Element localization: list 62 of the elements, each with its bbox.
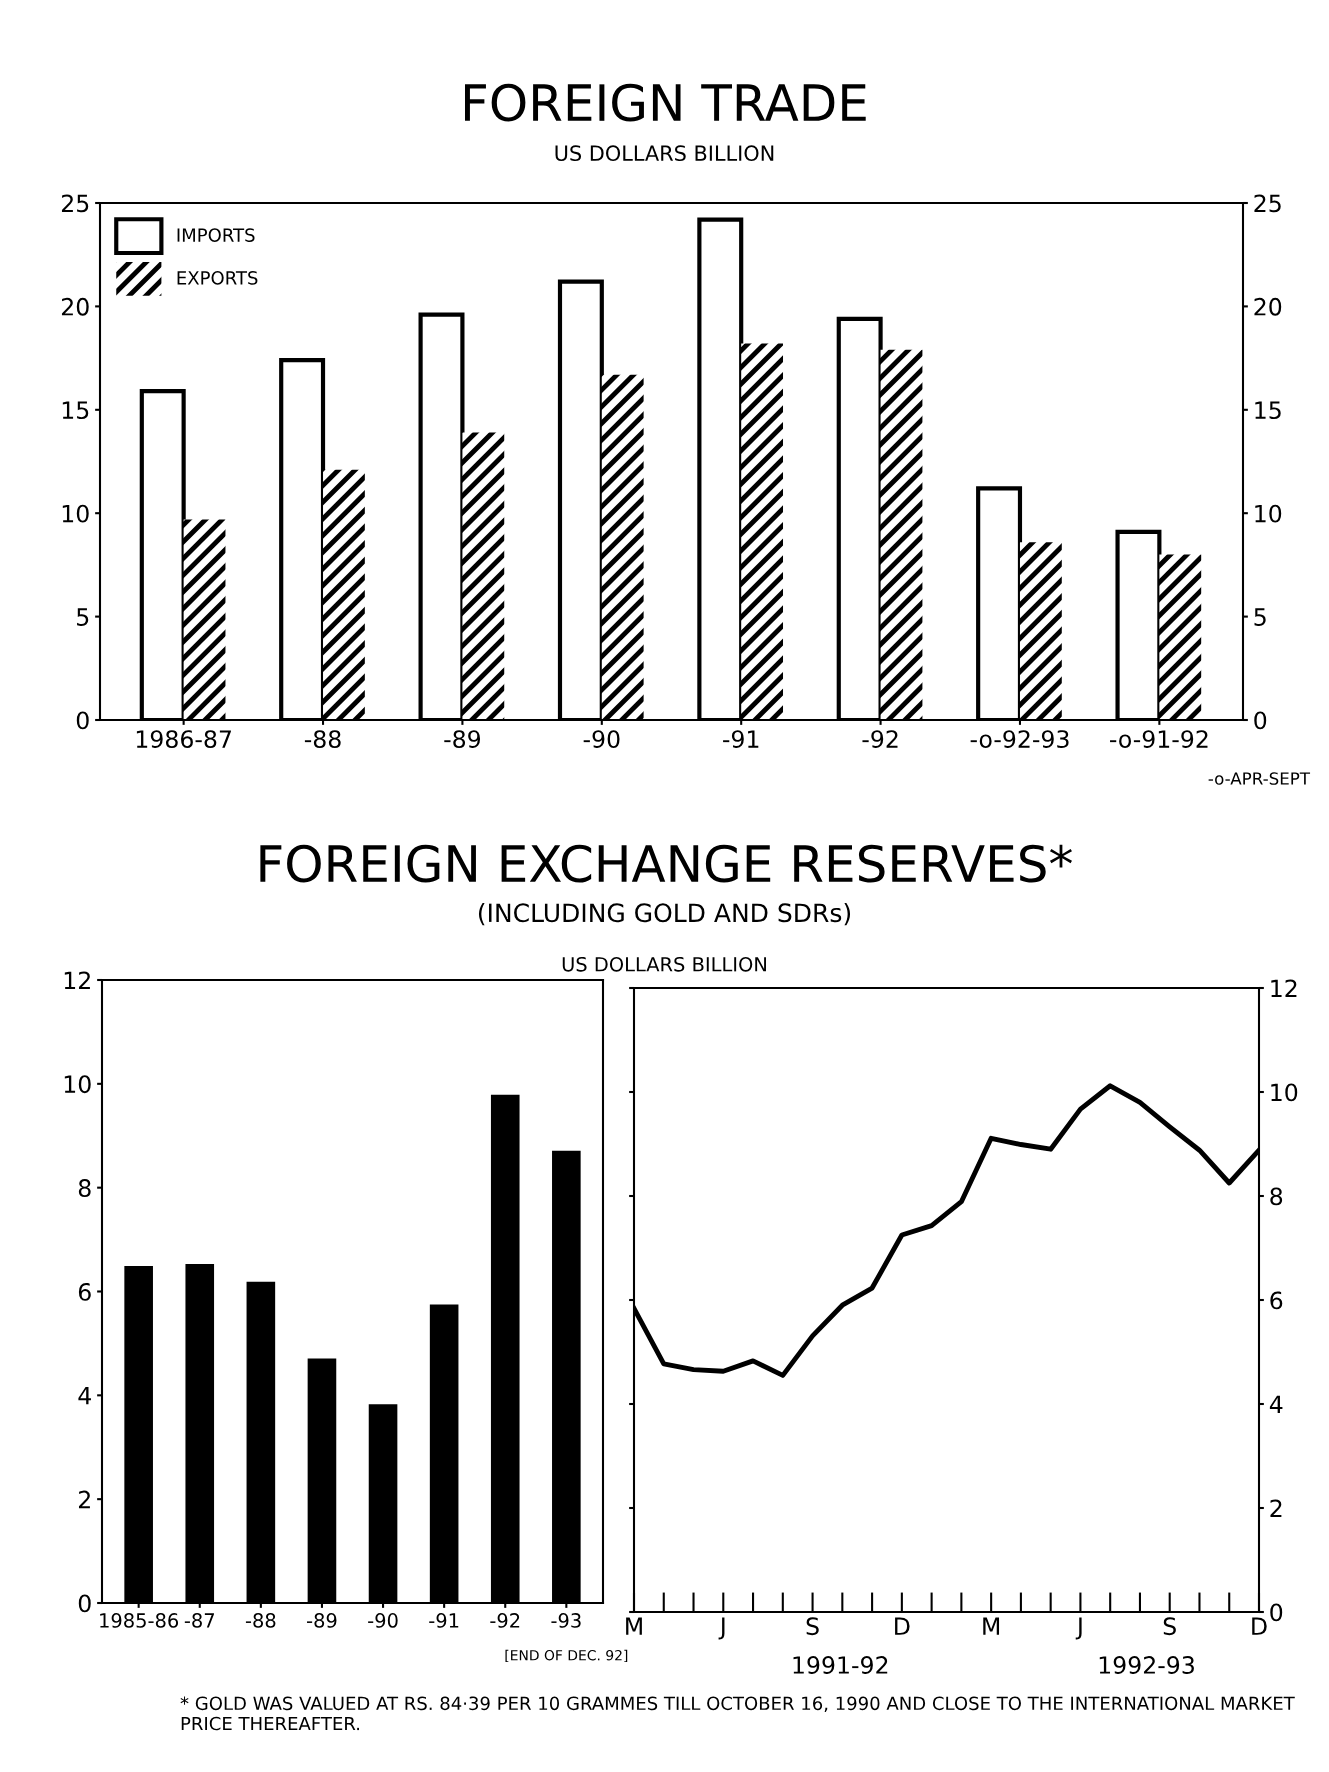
x-tick-label: -88 — [245, 1613, 276, 1628]
y2-tick-label: 0 — [1254, 711, 1267, 730]
y-tick-label: 0 — [76, 711, 89, 730]
y2-tick-label: 25 — [1254, 194, 1281, 213]
y-tick-label: 6 — [78, 1282, 91, 1301]
y-tick-label: 25 — [61, 194, 89, 213]
text: 1992-93 — [1099, 1656, 1194, 1674]
x-tick-label: M — [983, 1617, 1000, 1635]
x-tick-label: -92 — [490, 1613, 520, 1628]
y-tick-label: 0 — [78, 1594, 91, 1613]
text: * GOLD WAS VALUED AT RS. 84·39 PER 10 GRAMMES TILL OCTOBER 16, 1990 AND CLOSE TO THE INTERNATIONAL MARKET PRICE THEREAFTER. — [180, 1696, 1295, 1731]
y-tick-label: 20 — [61, 297, 89, 316]
x-tick-label: -92 — [862, 730, 898, 748]
y2-tick-label: 15 — [1255, 401, 1281, 420]
x-tick-label: -89 — [307, 1613, 337, 1628]
y-tick-label: 10 — [62, 504, 89, 523]
chart-title: FOREIGN EXCHANGE RESERVES* — [260, 844, 1072, 883]
x-tick-label: M — [626, 1617, 642, 1635]
legend-label: IMPORTS — [177, 228, 255, 242]
y2-tick-label: 6 — [1270, 1291, 1283, 1310]
y-tick-label: 5 — [77, 608, 89, 626]
x-tick-label: S — [806, 1617, 819, 1636]
legend-label: EXPORTS — [177, 271, 258, 285]
y2-tick-label: 5 — [1254, 608, 1266, 626]
y2-tick-label: 12 — [1271, 979, 1297, 997]
x-tick-label: D — [1252, 1617, 1267, 1635]
y-tick-label: 12 — [64, 971, 90, 989]
x-tick-label: 1986-87 — [136, 730, 231, 748]
x-tick-label: D — [895, 1617, 910, 1635]
x-tick-label: J — [1075, 1617, 1082, 1640]
text: (INCLUDING GOLD AND SDRs) — [478, 902, 851, 926]
y-tick-label: 15 — [62, 401, 89, 420]
x-tick-label: -90 — [368, 1613, 398, 1628]
x-tick-label: -88 — [304, 730, 341, 748]
x-tick-label: -o-92-93 — [970, 730, 1069, 748]
y-tick-label: 2 — [78, 1490, 90, 1509]
y-tick-label: 8 — [78, 1179, 91, 1197]
x-tick-label: -91 — [723, 730, 759, 748]
x-tick-label: -93 — [551, 1613, 581, 1628]
y2-tick-label: 8 — [1270, 1187, 1283, 1206]
x-tick-label: 1985-86 — [100, 1613, 179, 1628]
y-tick-label: 4 — [78, 1387, 91, 1405]
y2-tick-label: 2 — [1270, 1499, 1282, 1517]
y2-tick-label: 4 — [1269, 1395, 1283, 1413]
y2-tick-label: 10 — [1255, 504, 1282, 523]
x-tick-label: S — [1163, 1617, 1176, 1636]
x-tick-label: -91 — [429, 1613, 459, 1628]
y2-tick-label: 10 — [1271, 1083, 1298, 1102]
x-tick-label: -89 — [444, 730, 481, 748]
x-tick-label: -87 — [184, 1613, 214, 1628]
chart-subtitle: US DOLLARS BILLION — [555, 145, 774, 162]
x-tick-label: J — [718, 1617, 725, 1640]
y2-tick-label: 20 — [1254, 297, 1282, 316]
y2-tick-label: 0 — [1270, 1603, 1283, 1622]
text: 1991-92 — [793, 1656, 888, 1674]
text: -o-APR-SEPT — [1208, 772, 1311, 785]
text: [END OF DEC. 92] — [505, 1649, 628, 1663]
y-axis-title: US DOLLARS BILLION — [562, 956, 766, 972]
x-tick-label: -90 — [583, 730, 620, 748]
x-tick-label: -o-91-92 — [1110, 730, 1208, 748]
y-tick-label: 10 — [64, 1075, 91, 1094]
chart-title: FOREIGN TRADE — [465, 83, 866, 122]
